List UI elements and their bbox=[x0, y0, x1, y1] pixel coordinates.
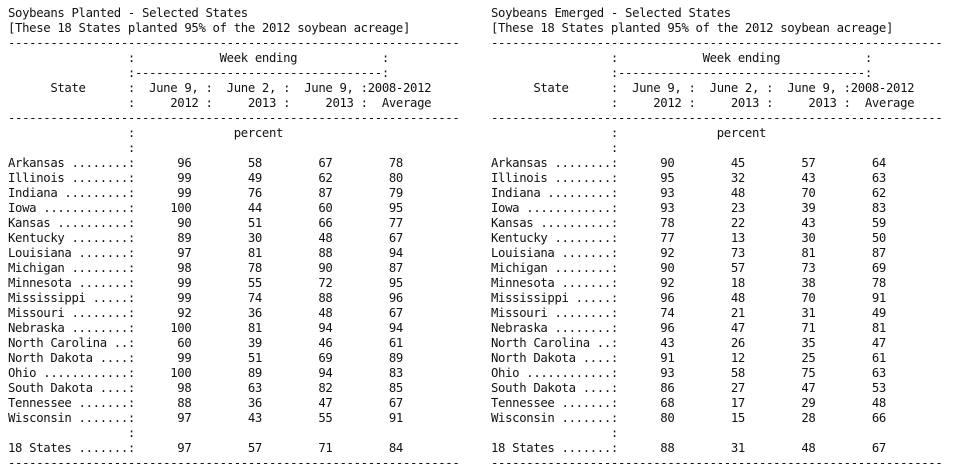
report-text: Soybeans Planted - Selected States [Thes… bbox=[8, 6, 460, 470]
report-text: Soybeans Emerged - Selected States [Thes… bbox=[491, 6, 943, 470]
soybeans-emerged-report: Soybeans Emerged - Selected States [Thes… bbox=[491, 6, 960, 471]
soybeans-planted-report: Soybeans Planted - Selected States [Thes… bbox=[8, 6, 478, 471]
